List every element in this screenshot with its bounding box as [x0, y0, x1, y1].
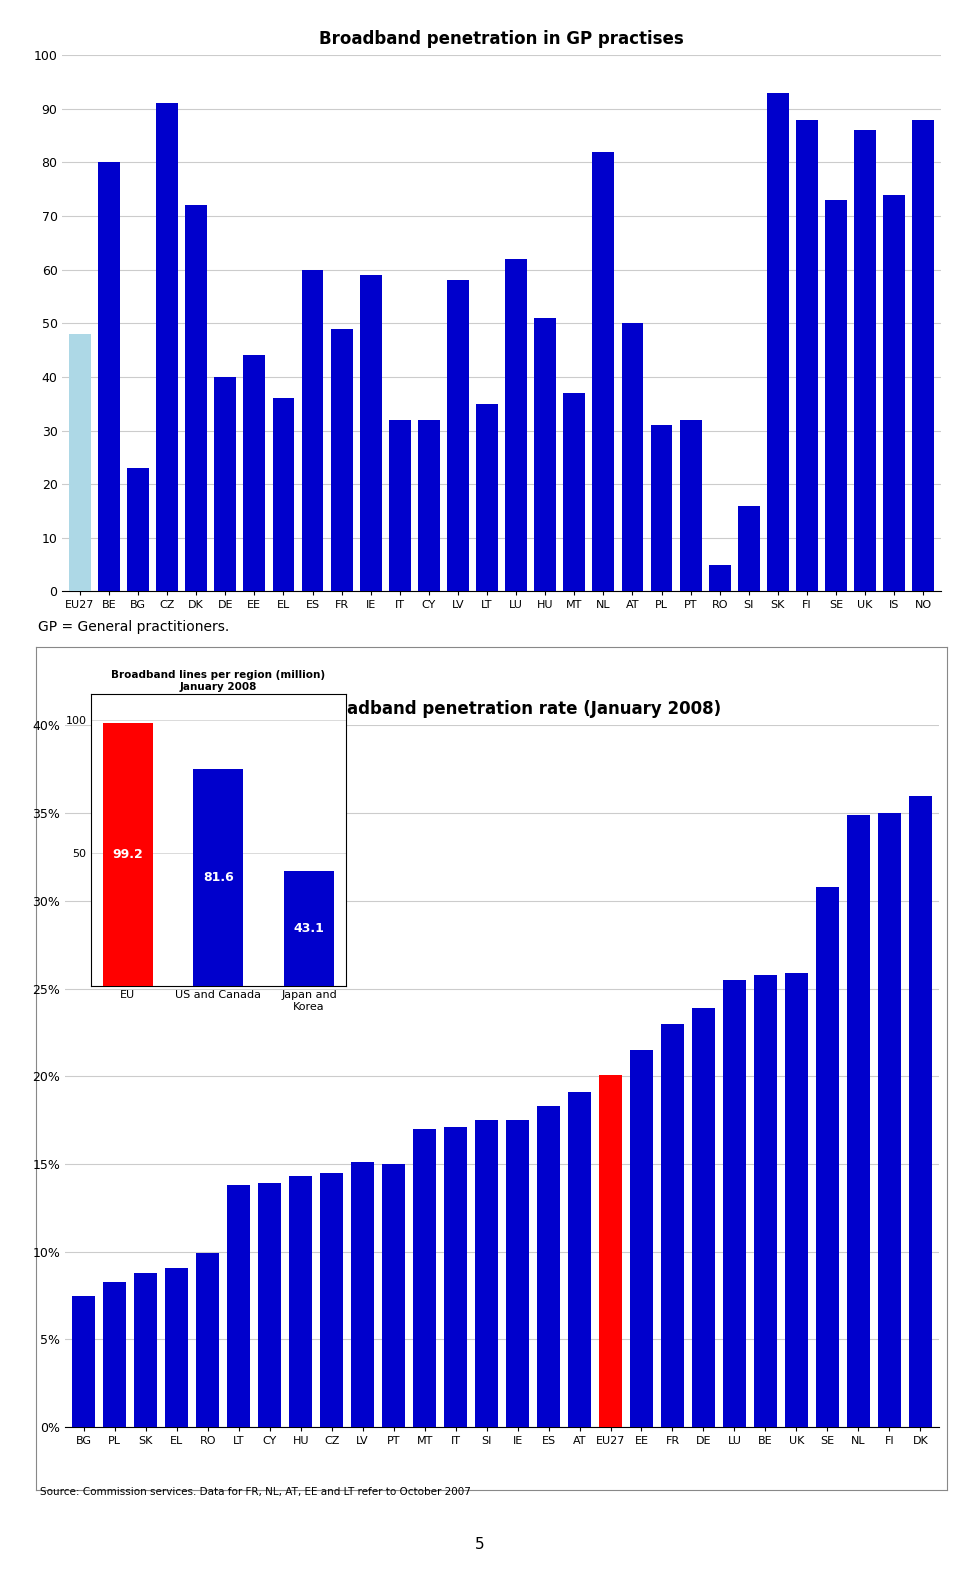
Bar: [505, 259, 527, 591]
Bar: [621, 323, 643, 591]
Bar: [784, 973, 808, 1427]
Bar: [816, 886, 839, 1427]
Bar: [912, 120, 934, 591]
Bar: [767, 93, 789, 591]
Bar: [883, 194, 905, 591]
Bar: [258, 1183, 281, 1427]
Bar: [320, 1173, 344, 1427]
Bar: [854, 131, 876, 591]
Bar: [723, 979, 746, 1427]
Bar: [680, 419, 702, 591]
Bar: [194, 770, 243, 986]
Bar: [599, 1074, 622, 1427]
Bar: [196, 1254, 220, 1427]
Bar: [103, 722, 153, 986]
Text: 81.6: 81.6: [203, 871, 234, 885]
Bar: [165, 1268, 188, 1427]
Bar: [568, 1093, 591, 1427]
Title: Broadband lines per region (million)
January 2008: Broadband lines per region (million) Jan…: [111, 670, 325, 692]
Bar: [273, 399, 295, 591]
Bar: [475, 1120, 498, 1427]
Bar: [156, 104, 178, 591]
Bar: [72, 1296, 95, 1427]
Bar: [796, 120, 818, 591]
Bar: [413, 1129, 436, 1427]
Bar: [738, 506, 759, 591]
Bar: [418, 419, 440, 591]
Bar: [98, 162, 120, 591]
Title: EU Broadband penetration rate (January 2008): EU Broadband penetration rate (January 2…: [283, 700, 721, 718]
Bar: [104, 1282, 127, 1427]
Bar: [301, 270, 324, 591]
Bar: [537, 1105, 561, 1427]
Bar: [134, 1273, 157, 1427]
Bar: [754, 975, 777, 1427]
Bar: [127, 468, 149, 591]
Bar: [847, 815, 870, 1427]
Bar: [651, 426, 673, 591]
Bar: [447, 281, 468, 591]
Bar: [382, 1164, 405, 1427]
Text: 43.1: 43.1: [294, 923, 324, 935]
Bar: [360, 274, 382, 591]
Title: Broadband penetration in GP practises: Broadband penetration in GP practises: [320, 30, 684, 47]
Text: 99.2: 99.2: [112, 847, 143, 861]
Bar: [592, 151, 614, 591]
Bar: [214, 377, 236, 591]
Bar: [389, 419, 411, 591]
Bar: [228, 1184, 251, 1427]
Text: GP = General practitioners.: GP = General practitioners.: [38, 620, 229, 634]
Bar: [877, 814, 900, 1427]
Bar: [535, 319, 556, 591]
Bar: [708, 565, 731, 591]
Bar: [69, 334, 91, 591]
Bar: [351, 1162, 374, 1427]
Bar: [185, 205, 207, 591]
Bar: [244, 355, 265, 591]
Bar: [444, 1128, 468, 1427]
Bar: [284, 872, 334, 986]
Text: Source: Commission services. Data for FR, NL, AT, EE and LT refer to October 200: Source: Commission services. Data for FR…: [40, 1487, 471, 1497]
Bar: [506, 1120, 529, 1427]
Bar: [630, 1050, 653, 1427]
Bar: [692, 1008, 715, 1427]
Bar: [564, 393, 586, 591]
Bar: [476, 404, 498, 591]
Bar: [909, 795, 932, 1427]
Bar: [330, 328, 352, 591]
Text: 5: 5: [475, 1536, 485, 1552]
Bar: [660, 1023, 684, 1427]
Bar: [826, 200, 847, 591]
Bar: [289, 1176, 312, 1427]
